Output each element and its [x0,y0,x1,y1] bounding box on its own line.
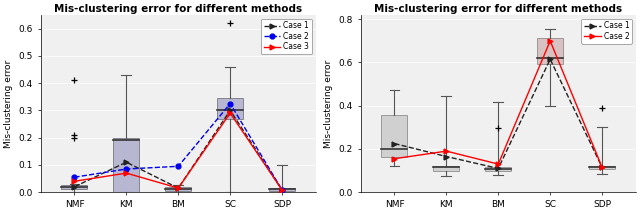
Case 1 [598,166,606,169]
Line: Case 1: Case 1 [392,57,605,171]
Line: Case 2: Case 2 [72,101,285,192]
Case 1 [390,142,398,145]
Case 1 [227,109,234,112]
Bar [217,98,243,119]
Case 3 [227,112,234,114]
Case 2 [547,40,554,42]
Title: Mis-clustering error for different methods: Mis-clustering error for different metho… [54,4,302,14]
Case 2 [122,168,130,170]
Case 3 [278,189,286,191]
Case 1 [278,189,286,191]
Case 1 [70,186,78,188]
Case 1 [175,187,182,189]
Y-axis label: Mis-clustering error: Mis-clustering error [324,59,333,148]
Line: Case 2: Case 2 [392,39,605,170]
Case 1 [495,167,502,170]
Bar [589,166,615,170]
Bar [61,185,88,190]
Title: Mis-clustering error for different methods: Mis-clustering error for different metho… [374,4,622,14]
Bar [433,166,460,171]
Case 2 [227,102,234,105]
Case 1 [547,58,554,60]
Case 1 [442,155,450,158]
Legend: Case 1, Case 2, Case 3: Case 1, Case 2, Case 3 [261,19,312,54]
Case 3 [122,172,130,174]
Y-axis label: Mis-clustering error: Mis-clustering error [4,59,13,148]
Bar [381,115,408,157]
Line: Case 1: Case 1 [72,108,285,192]
Case 3 [175,187,182,189]
Bar [269,188,295,191]
Case 1 [122,161,130,163]
Bar [113,138,140,192]
Bar [485,167,511,171]
Case 3 [70,180,78,183]
Case 2 [390,157,398,160]
Legend: Case 1, Case 2: Case 1, Case 2 [581,19,632,44]
Line: Case 3: Case 3 [72,111,285,192]
Case 2 [598,166,606,169]
Case 2 [495,163,502,165]
Bar [537,38,563,63]
Case 2 [278,189,286,191]
Case 2 [442,150,450,153]
Case 2 [70,176,78,178]
Case 2 [175,165,182,168]
Bar [165,187,191,191]
